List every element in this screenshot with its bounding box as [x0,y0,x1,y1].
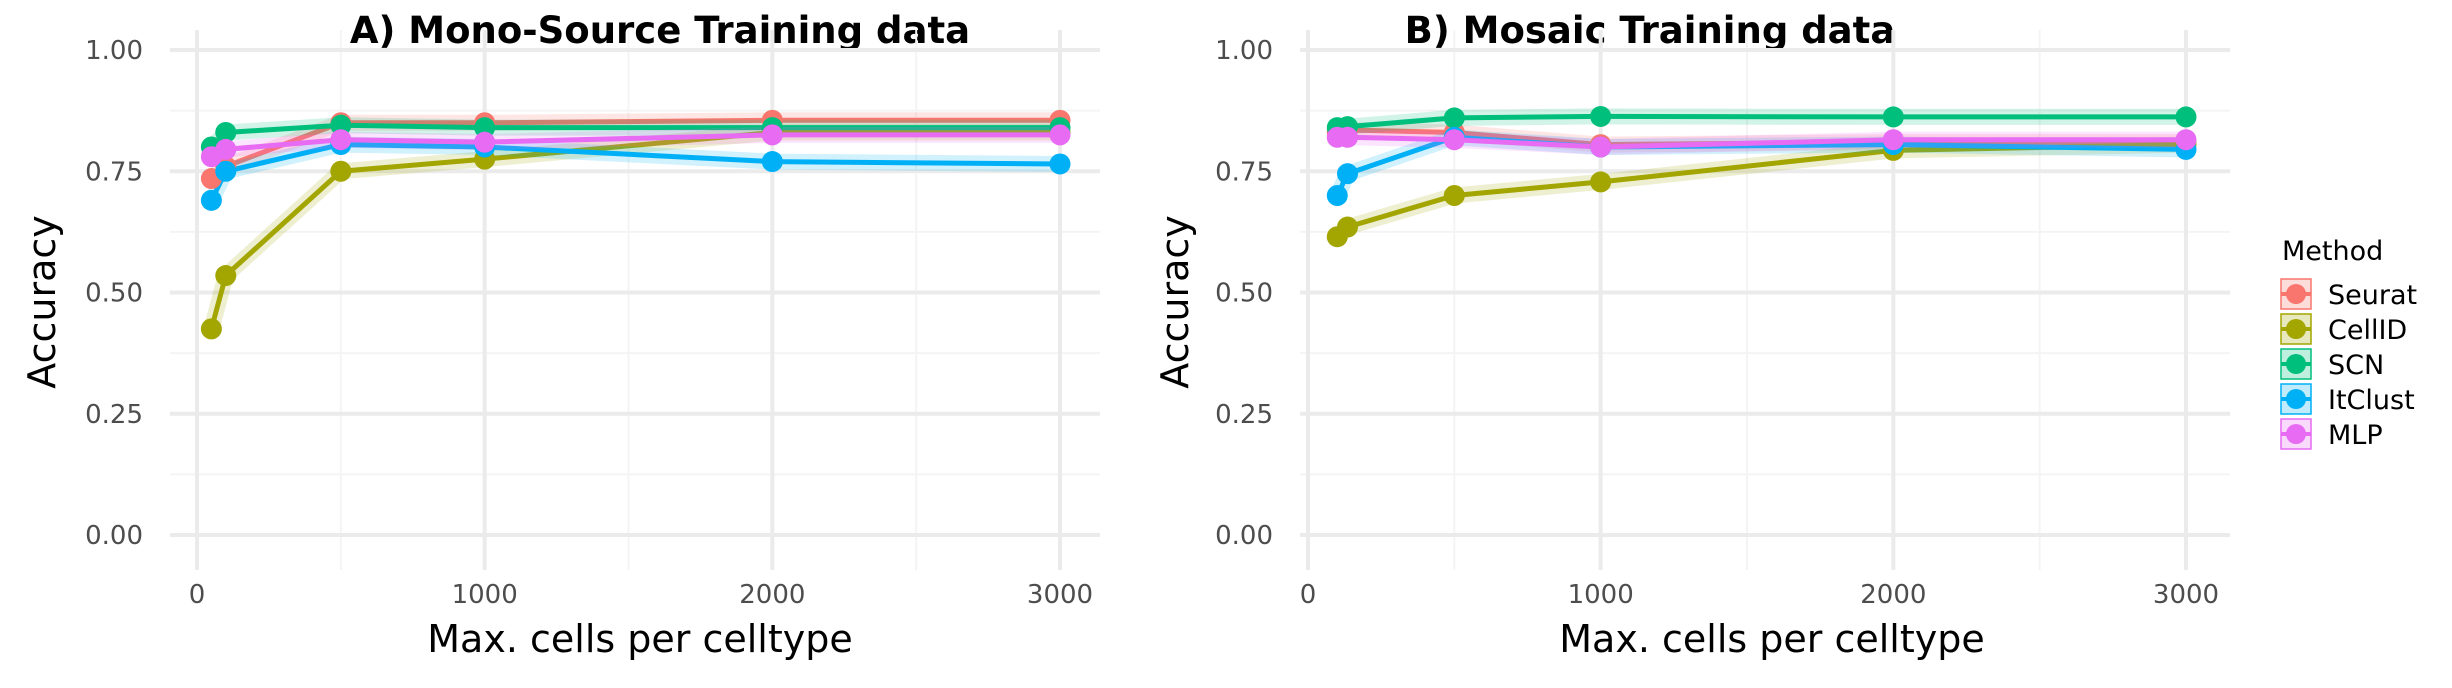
data-point-mlp [1443,129,1465,151]
data-point-itclust [215,160,237,182]
y-tick-label: 1.00 [1215,36,1273,66]
x-tick-label: 1000 [452,580,518,610]
data-point-scn [2175,106,2197,128]
x-axis-label: Max. cells per celltype [1559,617,1984,661]
data-point-mlp [330,129,352,151]
data-point-mlp [474,131,496,153]
legend-point [2286,424,2306,444]
data-point-mlp [761,124,783,146]
y-tick-label: 0.75 [85,157,143,187]
y-tick-label: 1.00 [85,36,143,66]
data-point-scn [215,121,237,143]
x-tick-label: 2000 [1860,580,1926,610]
y-tick-label: 0.75 [1215,157,1273,187]
x-tick-label: 3000 [2153,580,2219,610]
y-tick-label: 0.00 [1215,521,1273,551]
legend-point [2286,389,2306,409]
data-point-scn [1882,106,1904,128]
y-tick-label: 0.25 [1215,400,1273,430]
x-tick-label: 1000 [1568,580,1634,610]
legend-label-seurat: Seurat [2328,280,2417,311]
data-point-mlp [1882,129,1904,151]
grid [1300,30,2230,570]
x-tick-label: 3000 [1027,580,1093,610]
legend-key-cellid [2280,313,2312,345]
data-point-mlp [1590,136,1612,158]
panel-mosaic: B) Mosaic Training data Accuracy Max. ce… [1153,9,2230,661]
x-axis-label: Max. cells per celltype [427,617,852,661]
data-point-scn [474,117,496,139]
panel-title: B) Mosaic Training data [1405,9,1896,52]
legend-label-mlp: MLP [2328,420,2383,451]
legend-key-scn [2280,348,2312,380]
data-point-mlp [215,138,237,160]
legend: Method Seurat CellID SCN ItClust MLP [2280,236,2417,451]
data-point-itclust [1326,185,1348,206]
data-point-cellid [1337,216,1359,238]
legend-label-cellid: CellID [2328,315,2407,346]
legend-point [2286,284,2306,304]
data-point-mlp [2175,129,2197,151]
data-point-cellid [200,318,222,340]
series-band-cellid [1329,136,2194,245]
data-point-cellid [1590,171,1612,193]
legend-label-itclust: ItClust [2328,385,2415,416]
legend-point [2286,354,2306,374]
y-tick-label: 0.50 [1215,279,1273,309]
data-point-mlp [1049,124,1071,146]
y-tick-label: 0.25 [85,400,143,430]
grid [170,30,1100,570]
data-point-scn [1590,105,1612,127]
data-point-itclust [761,151,783,173]
legend-title: Method [2282,236,2383,267]
y-tick-label: 0.50 [85,279,143,309]
x-tick-label: 0 [1300,580,1317,610]
legend-key-mlp [2280,418,2312,450]
x-tick-label: 0 [189,580,206,610]
legend-point [2286,319,2306,339]
data-point-cellid [1443,185,1465,206]
x-tick-label: 2000 [739,580,805,610]
data-point-scn [330,114,352,136]
y-axis-label: Accuracy [20,215,64,389]
data-point-cellid [330,160,352,182]
data-point-cellid [215,265,237,287]
legend-key-itclust [2280,383,2312,415]
data-point-itclust [1049,153,1071,175]
y-tick-label: 0.00 [85,521,143,551]
data-point-scn [1443,107,1465,129]
legend-label-scn: SCN [2328,350,2384,381]
data-point-itclust [200,189,222,211]
y-axis-label: Accuracy [1153,215,1197,389]
legend-key-seurat [2280,278,2312,310]
data-point-mlp [1337,126,1359,148]
data-point-itclust [1337,163,1359,185]
panel-title: A) Mono-Source Training data [350,9,970,52]
panel-mono-source: A) Mono-Source Training data Accuracy Ma… [20,9,1100,661]
